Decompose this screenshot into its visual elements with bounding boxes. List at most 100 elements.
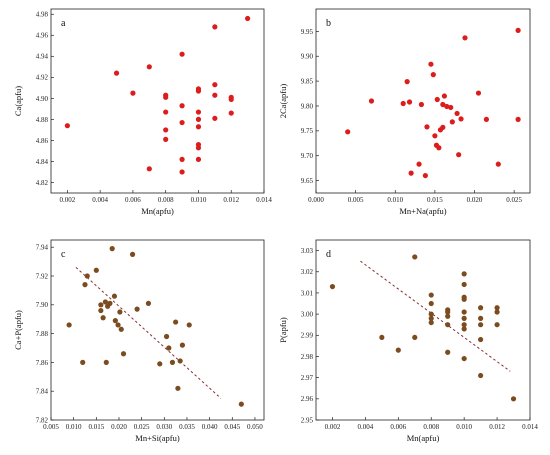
data-point [418, 101, 425, 108]
data-point [440, 101, 446, 108]
data-point [169, 359, 176, 365]
data-point [107, 300, 113, 306]
data-point [66, 322, 72, 328]
y-tick-label: 4.86 [36, 137, 49, 145]
data-point [212, 24, 218, 30]
y-axis-label: 2Ca(apfu) [278, 84, 288, 119]
y-tick-label: 3.02 [301, 268, 314, 276]
data-point [445, 313, 451, 319]
data-point [84, 273, 90, 279]
data-point [245, 15, 251, 22]
data-point [412, 334, 418, 341]
y-tick-label: 9.80 [301, 102, 314, 110]
y-tick-label: 2.99 [301, 332, 314, 340]
data-point [440, 124, 446, 130]
data-point [179, 51, 185, 57]
plot-frame [315, 8, 531, 194]
y-axis-label: Ca(apfu) [13, 86, 23, 116]
data-point [458, 116, 464, 122]
data-point [228, 110, 234, 116]
data-point [461, 315, 467, 321]
x-tick-label: 0.012 [489, 423, 505, 431]
x-tick-label: 0.006 [390, 423, 406, 431]
y-tick-label: 9.85 [301, 78, 314, 86]
y-tick-label: 7.84 [36, 388, 49, 396]
panel-label: d [326, 249, 331, 260]
x-tick-label: 0.014 [522, 423, 538, 431]
data-point [102, 299, 108, 305]
data-point [80, 359, 86, 365]
plot-frame [50, 239, 265, 421]
data-point [483, 116, 490, 122]
data-point [179, 169, 185, 175]
y-tick-label: 4.88 [36, 116, 49, 124]
data-point [515, 27, 521, 33]
data-point [195, 116, 202, 122]
x-tick-label: 0.005 [348, 196, 364, 204]
data-point [461, 355, 467, 362]
data-point [345, 129, 351, 135]
y-tick-label: 2.97 [301, 374, 314, 382]
y-tick-label: 3.00 [301, 311, 314, 319]
data-point [424, 124, 430, 130]
y-axis-label: Ca+P(apfu) [13, 310, 23, 350]
data-point [434, 96, 440, 103]
data-point [112, 318, 118, 324]
plot-frame [50, 8, 265, 194]
data-point [428, 311, 434, 317]
y-tick-label: 3.03 [301, 247, 314, 255]
x-tick-label: 0.004 [358, 423, 374, 431]
data-point [428, 292, 434, 298]
data-point [445, 349, 451, 355]
panel-d: 0.002 0.004 0.006 0.008 0.010 0.012 0.014 2.95 2… [278, 239, 538, 443]
data-point [195, 124, 202, 130]
y-tick-label: 7.82 [36, 416, 49, 424]
x-axis-label: Mn+Si(apfu) [135, 433, 180, 443]
data-point [428, 315, 434, 321]
x-tick-label: 0.030 [156, 423, 172, 431]
data-point [179, 103, 185, 109]
panel-label: a [61, 18, 66, 29]
x-axis-label: Mn+Na(apfu) [399, 206, 446, 216]
data-point [163, 109, 169, 115]
data-point [64, 123, 70, 129]
data-point [495, 161, 501, 167]
data-point [441, 93, 447, 99]
x-tick-label: 0.006 [125, 196, 141, 204]
data-point [166, 345, 172, 351]
data-point [146, 166, 152, 172]
data-point [173, 319, 179, 325]
data-point [195, 156, 202, 162]
data-point [379, 334, 385, 341]
x-tick-label: 0.002 [60, 196, 76, 204]
data-point [404, 79, 410, 85]
y-tick-label: 2.98 [301, 353, 314, 361]
data-point [494, 305, 500, 311]
data-point [416, 161, 422, 167]
data-point [212, 115, 218, 121]
data-point [461, 309, 467, 315]
x-tick-label: 0.010 [387, 196, 403, 204]
data-point [163, 333, 170, 340]
data-point [212, 82, 218, 88]
data-point [238, 401, 244, 407]
panel-label: c [61, 249, 66, 260]
data-point [510, 396, 517, 402]
y-tick-label: 7.94 [36, 244, 49, 252]
data-point [461, 271, 467, 277]
data-point [103, 359, 109, 365]
data-point [195, 145, 202, 151]
data-point [428, 61, 434, 67]
data-point [329, 283, 336, 290]
y-tick-label: 9.65 [301, 177, 314, 185]
data-point [134, 306, 140, 312]
data-point [475, 90, 482, 96]
data-point [175, 385, 181, 391]
data-point [400, 100, 406, 107]
data-point [478, 372, 484, 379]
data-point [462, 35, 468, 41]
y-tick-label: 4.96 [36, 32, 49, 40]
data-point [179, 119, 185, 126]
data-point [179, 156, 185, 162]
